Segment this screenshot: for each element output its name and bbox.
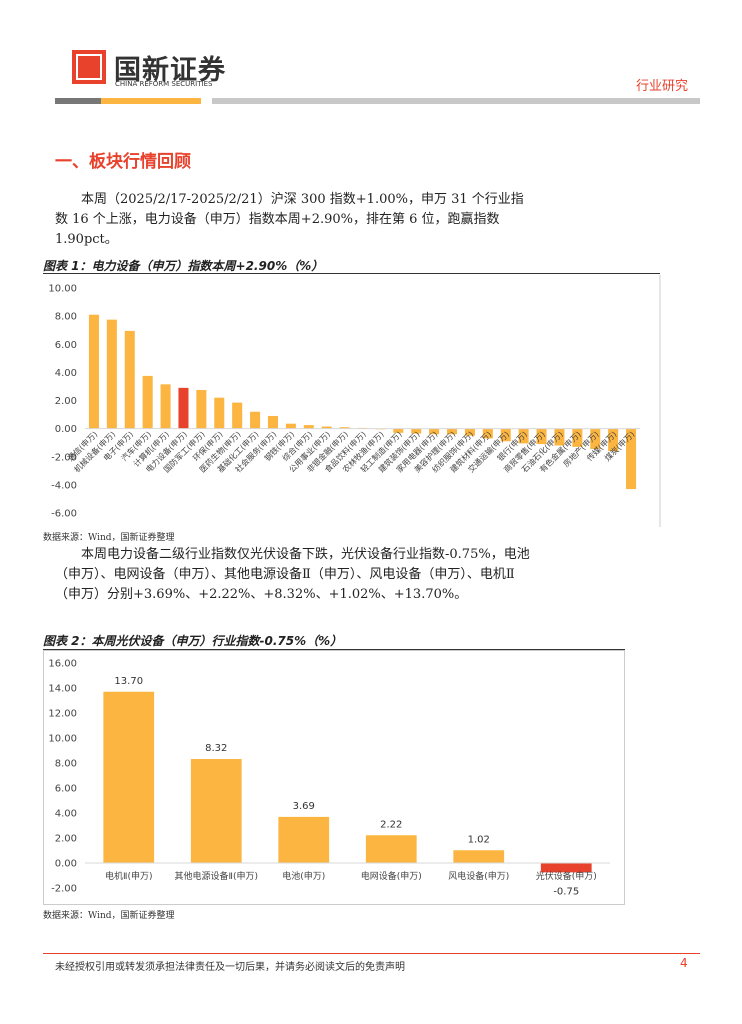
bar <box>540 863 592 873</box>
bar <box>536 428 547 445</box>
y-tick-label: -4.00 <box>51 480 77 491</box>
bar <box>196 389 207 429</box>
chart-title: 图表 1：电力设备（申万）指数本周+2.90%（%） <box>43 259 324 273</box>
x-tick-label: 电机Ⅱ(申万) <box>105 870 152 882</box>
y-tick-label: -2.00 <box>51 884 77 895</box>
bar <box>464 428 475 436</box>
x-tick-label: 风电设备(申万) <box>448 870 509 882</box>
y-tick-label: -2.00 <box>51 452 77 463</box>
bar <box>232 402 243 429</box>
y-tick-label: 8.00 <box>55 312 77 323</box>
bar <box>250 411 261 429</box>
bar <box>267 415 278 429</box>
bar <box>590 428 601 450</box>
bar <box>572 428 583 447</box>
bar <box>142 375 153 429</box>
value-label: -0.75 <box>553 886 579 897</box>
chart-source: 数据来源：Wind，国新证券整理 <box>43 533 175 543</box>
rule <box>43 273 660 274</box>
paragraph: 本周电力设备二级行业指数仅光伏设备下跌，光伏设备行业指数-0.75%，电池（申万… <box>55 547 530 602</box>
x-tick-label: 电池(申万) <box>282 870 325 882</box>
bar <box>626 428 637 490</box>
bar <box>278 816 330 863</box>
bar <box>178 387 189 429</box>
header-tag: 行业研究 <box>636 79 689 94</box>
brand-en: CHINA REFORM SECURITIES <box>115 80 213 88</box>
y-tick-label: 6.00 <box>55 784 77 795</box>
y-tick-label: 10.00 <box>48 734 77 745</box>
frame <box>43 650 625 905</box>
bar <box>411 428 422 434</box>
rule <box>43 649 625 650</box>
logo-icon-inner <box>76 54 102 80</box>
y-tick-label: 2.00 <box>55 834 77 845</box>
y-tick-label: 10.00 <box>48 284 77 295</box>
bar <box>214 397 225 429</box>
x-tick-label: 其他电源设备Ⅱ(申万) <box>175 870 258 882</box>
bar <box>453 850 505 863</box>
value-label: 8.32 <box>205 743 227 754</box>
bar <box>190 759 242 863</box>
bar <box>88 314 99 429</box>
y-tick-label: 4.00 <box>55 809 77 820</box>
bar <box>608 428 619 452</box>
chart-title: 图表 2：本周光伏设备（申万）行业指数-0.75%（%） <box>43 634 343 648</box>
bar <box>500 428 511 442</box>
y-tick-label: 0.00 <box>55 424 77 435</box>
paragraph: 本周（2025/2/17-2025/2/21）沪深 300 指数+1.00%，申… <box>55 192 524 247</box>
y-tick-label: 8.00 <box>55 759 77 770</box>
bar <box>554 428 565 446</box>
chart-source: 数据来源：Wind，国新证券整理 <box>43 911 175 921</box>
y-tick-label: 6.00 <box>55 340 77 351</box>
bar <box>447 428 458 435</box>
page-number: 4 <box>680 956 688 970</box>
bar <box>365 835 417 863</box>
brand: 国新证券 <box>114 55 226 86</box>
value-label: 13.70 <box>114 676 143 687</box>
bar <box>393 428 404 433</box>
value-label: 3.69 <box>293 801 315 812</box>
bar <box>482 428 493 439</box>
bar <box>429 428 440 435</box>
y-tick-label: 14.00 <box>48 684 77 695</box>
bar <box>103 691 155 863</box>
bar <box>518 428 529 444</box>
y-tick-label: 2.00 <box>55 396 77 407</box>
y-tick-label: 16.00 <box>48 659 77 670</box>
bar <box>321 426 332 429</box>
section-title: 一、板块行情回顾 <box>55 152 191 172</box>
bar <box>339 427 350 429</box>
chart: -6.00 -4.00 -2.00 0.00 2.00 4.00 6.00 8.00 10.00… <box>48 275 661 527</box>
chart: -2.00 0.00 2.00 4.00 6.00 8.00 10.00 12.00 14.00… <box>43 650 625 905</box>
rule <box>212 98 700 104</box>
disclaimer: 未经授权引用或转发须承担法律责任及一切后果，并请务必阅读文后的免责声明 <box>55 962 405 973</box>
y-tick-label: 12.00 <box>48 709 77 720</box>
rule <box>55 98 101 104</box>
y-tick-label: 0.00 <box>55 859 77 870</box>
rule <box>101 98 201 104</box>
value-label: 1.02 <box>468 834 490 845</box>
y-tick-label: 4.00 <box>55 368 77 379</box>
rule <box>43 953 700 954</box>
bar <box>124 330 135 429</box>
bar <box>160 384 171 429</box>
bar <box>106 319 117 429</box>
x-tick-label: 电网设备(申万) <box>361 870 422 882</box>
bar <box>303 425 314 429</box>
y-tick-label: -6.00 <box>51 509 77 520</box>
bar <box>285 423 296 429</box>
value-label: 2.22 <box>380 819 402 830</box>
x-tick-label: 光伏设备(申万) <box>536 870 597 882</box>
